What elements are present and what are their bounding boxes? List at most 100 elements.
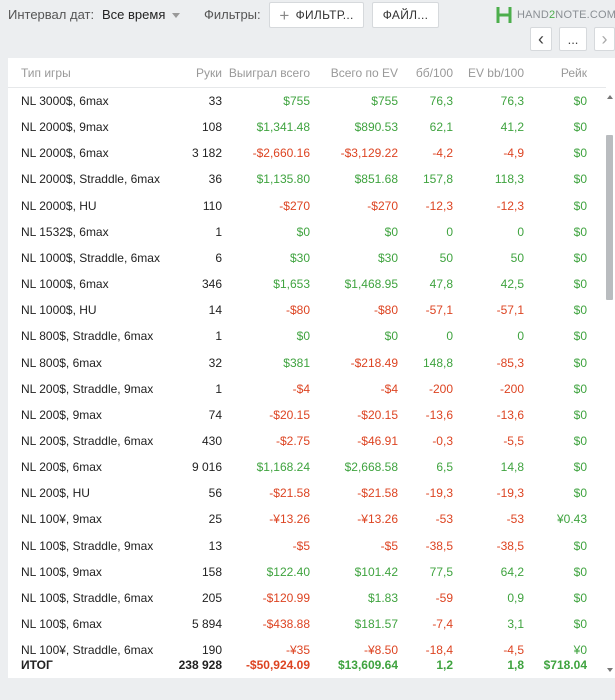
cell-won-total: $0 (296, 329, 310, 344)
cell-ev-bb-100: 42,5 (500, 277, 524, 292)
cell-ev-bb-100: -200 (499, 381, 524, 396)
date-interval-select[interactable]: Все время (102, 7, 166, 22)
table-row[interactable]: NL 1000$, Straddle, 6max 6 $30 $30 50 50 $0 (8, 245, 606, 271)
cell-ev-total: $1.83 (367, 590, 398, 605)
scroll-up-icon[interactable] (607, 95, 613, 99)
cell-hands: 25 (208, 512, 222, 527)
cell-won-total: -¥35 (285, 643, 310, 658)
header-bb-100[interactable]: бб/100 (415, 66, 453, 80)
cell-bb-100: 0 (446, 224, 453, 239)
cell-bb-100: 6,5 (436, 460, 453, 475)
header-rake[interactable]: Рейк (560, 66, 587, 80)
cell-game-type: NL 800$, Straddle, 6max (21, 329, 154, 344)
cell-ev-total: -¥13.26 (357, 512, 398, 527)
table-row[interactable]: NL 2000$, Straddle, 6max 36 $1,135.80 $851.… (8, 166, 606, 192)
header-ev-bb-100[interactable]: EV bb/100 (467, 66, 524, 80)
table-total-row[interactable]: ИТОГ 238 928 -$50,924.09 $13,609.64 1,2 1,8 $7… (8, 652, 606, 678)
table-row[interactable]: NL 1000$, 6max 346 $1,653 $1,468.95 47,8 42,5… (8, 271, 606, 297)
cell-ev-total: $2,668.58 (344, 460, 398, 475)
header-hands[interactable]: Руки (196, 66, 222, 80)
cell-game-type: NL 100$, Straddle, 6max (21, 590, 154, 605)
table-row[interactable]: NL 200$, 9max 74 -$20.15 -$20.15 -13,6 -13,6 $… (8, 402, 606, 428)
cell-game-type: NL 2000$, 6max (21, 146, 109, 161)
window-bottom (0, 678, 615, 700)
cell-ev-total: $101.42 (354, 564, 398, 579)
table-row[interactable]: NL 100$, 6max 5 894 -$438.88 $181.57 -7,4 3,1… (8, 611, 606, 637)
header-game-type[interactable]: Тип игры (21, 66, 71, 80)
cell-game-type: NL 1000$, 6max (21, 277, 109, 292)
cell-game-type: NL 3000$, 6max (21, 94, 109, 108)
cell-won-total: $381 (283, 355, 310, 370)
cell-ev-total: -$270 (367, 198, 398, 213)
table-row[interactable]: NL 800$, Straddle, 6max 1 $0 $0 0 0 $0 (8, 323, 606, 349)
cell-ev-bb-100: 0,9 (507, 590, 524, 605)
cell-ev-total: $890.53 (354, 120, 398, 135)
cell-bb-100: -12,3 (425, 198, 453, 213)
cell-hands: 9 016 (191, 460, 222, 475)
table-row[interactable]: NL 800$, 6max 32 $381 -$218.49 148,8 -85,3 $0 (8, 350, 606, 376)
date-interval-label: Интервал дат: (8, 7, 95, 22)
logo-text: HAND2NOTE.COM (517, 9, 615, 21)
cell-won-total: -$4 (292, 381, 310, 396)
cell-game-type: NL 200$, 6max (21, 460, 102, 475)
cell-rake: $0 (573, 538, 587, 553)
table-row[interactable]: NL 2000$, 9max 108 $1,341.48 $890.53 62,1 41,… (8, 114, 606, 140)
cell-rake: ¥0.43 (556, 512, 587, 527)
table-row[interactable]: NL 100$, 9max 158 $122.40 $101.42 77,5 64,2 $0 (8, 559, 606, 585)
scrollbar-thumb[interactable] (606, 135, 613, 300)
cell-won-total: -$80 (285, 303, 310, 318)
cell-won-total: -$21.58 (269, 486, 310, 501)
table-row[interactable]: NL 200$, Straddle, 6max 430 -$2.75 -$46.91 -… (8, 428, 606, 454)
next-button[interactable]: › (594, 27, 615, 51)
cell-hands: 238 928 (178, 658, 222, 672)
cell-hands: 1 (215, 329, 222, 344)
chevron-down-icon[interactable] (172, 13, 180, 18)
cell-hands: 56 (208, 486, 222, 501)
cell-won-total: -$20.15 (269, 407, 310, 422)
cell-bb-100: 50 (439, 250, 453, 265)
filter-button[interactable]: + ФИЛЬТР... (269, 2, 364, 28)
header-ev-total[interactable]: Всего по EV (330, 66, 398, 80)
table-row[interactable]: NL 2000$, 6max 3 182 -$2,660.16 -$3,129.22 -… (8, 140, 606, 166)
prev-button[interactable]: ‹ (530, 27, 552, 51)
table-row[interactable]: NL 100$, Straddle, 6max 205 -$120.99 $1.83 -… (8, 585, 606, 611)
table-row[interactable]: NL 200$, Straddle, 9max 1 -$4 -$4 -200 -200 $0 (8, 376, 606, 402)
table-row[interactable]: NL 100¥, Straddle, 6max 190 -¥35 -¥8.50 -18,… (8, 637, 606, 663)
table-header-row: Тип игры Руки Выиграл всего Всего по EV бб/1… (8, 60, 606, 86)
filters-label: Фильтры: (204, 7, 261, 22)
cell-rake: $0 (573, 120, 587, 135)
vertical-scrollbar[interactable] (604, 91, 615, 676)
table-row[interactable]: NL 3000$, 6max 33 $755 $755 76,3 76,3 $0 (8, 88, 606, 114)
table-row[interactable]: NL 100$, Straddle, 9max 13 -$5 -$5 -38,5 -38,… (8, 533, 606, 559)
cell-ev-total: $0 (384, 329, 398, 344)
more-button[interactable]: ... (559, 27, 587, 51)
table-row[interactable]: NL 200$, HU 56 -$21.58 -$21.58 -19,3 -19,3 $0 (8, 480, 606, 506)
cell-game-type: NL 1532$, 6max (21, 224, 109, 239)
cell-game-type: NL 100$, 9max (21, 564, 102, 579)
table-row[interactable]: NL 1000$, HU 14 -$80 -$80 -57,1 -57,1 $0 (8, 297, 606, 323)
table-row[interactable]: NL 100¥, 9max 25 -¥13.26 -¥13.26 -53 -53 ¥0.43 (8, 506, 606, 532)
cell-rake: $0 (573, 329, 587, 344)
cell-game-type: ИТОГ (21, 658, 53, 672)
cell-won-total: -$2,660.16 (252, 146, 310, 161)
table-row[interactable]: NL 2000$, HU 110 -$270 -$270 -12,3 -12,3 $0 (8, 193, 606, 219)
cell-won-total: -$438.88 (262, 617, 310, 631)
cell-won-total: $1,135.80 (256, 172, 310, 187)
cell-rake: $0 (573, 617, 587, 631)
file-button[interactable]: ФАЙЛ... (372, 2, 439, 28)
table-row[interactable]: NL 200$, 6max 9 016 $1,168.24 $2,668.58 6,5 1… (8, 454, 606, 480)
cell-won-total: $1,168.24 (256, 460, 310, 475)
table-row[interactable]: NL 1532$, 6max 1 $0 $0 0 0 $0 (8, 219, 606, 245)
cell-ev-total: $13,609.64 (337, 658, 398, 672)
cell-ev-bb-100: -13,6 (496, 407, 524, 422)
scroll-down-icon[interactable] (607, 668, 613, 672)
cell-ev-total: $851.68 (354, 172, 398, 187)
cell-game-type: NL 200$, Straddle, 9max (21, 381, 154, 396)
cell-ev-bb-100: -5,5 (503, 433, 524, 448)
header-won-total[interactable]: Выиграл всего (228, 66, 310, 80)
cell-bb-100: 76,3 (429, 94, 453, 108)
filter-button-label: ФИЛЬТР... (295, 8, 354, 22)
cell-hands: 6 (215, 250, 222, 265)
plus-icon: + (279, 5, 290, 25)
cell-game-type: NL 100¥, Straddle, 6max (21, 643, 154, 658)
